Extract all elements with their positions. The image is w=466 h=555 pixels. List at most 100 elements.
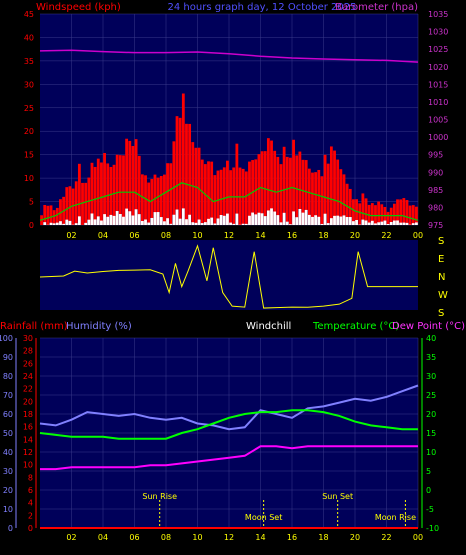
wind-low-bar	[144, 219, 147, 225]
wind-gust-bar	[386, 211, 390, 225]
wind-low-bar	[84, 222, 88, 225]
wind-gust-bar	[178, 117, 182, 225]
wind-gust-bar	[273, 150, 277, 225]
humidity-line	[39, 384, 419, 431]
barometer-axis-label: Barometer (hpa)	[335, 2, 418, 13]
wind-gust-bar	[106, 163, 110, 225]
temperature-x-tick-label: 16	[287, 533, 297, 542]
rainfall-tick-label: 24	[23, 372, 33, 381]
wind-gust-bar	[150, 178, 154, 225]
wind-low-bar	[103, 214, 106, 225]
wind-x-tick-label: 00	[413, 231, 423, 240]
wind-low-bar	[279, 222, 283, 225]
wind-gust-bar	[301, 159, 305, 225]
wind-low-bar	[235, 213, 239, 225]
wind-low-bar	[320, 223, 324, 225]
wind-low-bar	[317, 216, 321, 225]
wind-low-bar	[153, 212, 157, 225]
barometer-tick-label: 1020	[428, 63, 448, 72]
wind-gust-bar	[295, 155, 299, 225]
wind-low-bar	[260, 213, 264, 225]
wind-low-bar	[77, 216, 81, 225]
wind-low-bar	[90, 213, 94, 225]
wind-low-bar	[216, 218, 220, 225]
humidity-tick-label: 40	[3, 448, 13, 457]
direction-label: S	[438, 308, 444, 319]
wind-gust-bar	[156, 177, 160, 225]
temperature-x-tick-label: 20	[350, 533, 360, 542]
wind-low-bar	[52, 223, 56, 225]
wind-low-bar	[352, 221, 355, 225]
wind-low-bar	[307, 214, 311, 225]
windspeed-tick-label: 35	[24, 57, 34, 66]
barometer-tick-label: 980	[428, 203, 443, 212]
temperature-tick-label: 10	[426, 448, 436, 457]
wind-gust-bar	[226, 160, 229, 225]
wind-gust-bar	[93, 166, 97, 225]
wind-low-bar	[241, 223, 245, 225]
wind-grid	[40, 13, 419, 226]
wind-gust-bar	[96, 158, 100, 225]
chart-title: 24 hours graph day, 12 October 2025	[168, 2, 357, 13]
wind-gust-bar	[172, 141, 176, 225]
wind-low-bar	[96, 216, 100, 225]
wind-low-bar	[415, 222, 418, 225]
humidity-tick-label: 60	[3, 410, 13, 419]
barometer-tick-label: 985	[428, 186, 443, 195]
wind-low-bar	[244, 223, 248, 225]
wind-gust-bar	[115, 154, 119, 225]
wind-low-bar	[213, 223, 217, 225]
wind-gust-bar	[266, 138, 270, 225]
wind-low-bar	[49, 222, 53, 225]
wind-low-bar	[181, 208, 185, 225]
rainfall-tick-label: 8	[28, 473, 33, 482]
wind-low-bar	[128, 211, 132, 225]
wind-gust-bar	[52, 210, 56, 225]
wind-average-line	[39, 182, 419, 221]
wind-gust-bar	[207, 161, 210, 225]
temperature-tick-label: 30	[426, 372, 436, 381]
rainfall-tick-label: 30	[23, 334, 33, 343]
wind-gust-bar	[144, 175, 147, 225]
wind-low-bar	[345, 216, 349, 225]
wind-x-tick-label: 12	[224, 231, 234, 240]
wind-gust-bar	[100, 162, 103, 225]
wind-gust-bar	[197, 147, 201, 225]
wind-x-tick-label: 16	[287, 231, 297, 240]
humidity-tick-label: 0	[8, 524, 13, 533]
wind-low-bar	[87, 219, 91, 225]
wind-gust-bar	[232, 167, 236, 225]
temperature-x-ticks: 02 04 06 08 10 12 14 16 18 20 22 00	[66, 533, 423, 542]
wind-low-bar	[185, 219, 188, 225]
wind-low-bar	[203, 222, 207, 225]
barometer-tick-label: 1015	[428, 80, 448, 89]
wind-gust-bar	[311, 172, 314, 225]
wind-low-bar	[285, 221, 289, 225]
wind-low-bar	[411, 223, 415, 225]
wind-gust-bar	[169, 163, 173, 225]
wind-low-bar	[229, 222, 232, 225]
temperature-tick-label: 5	[426, 467, 431, 476]
wind-low-bar	[336, 215, 340, 225]
barometer-tick-label: 995	[428, 151, 443, 160]
wind-gust-bar	[279, 164, 283, 225]
temperature-x-tick-label: 04	[98, 533, 108, 542]
wind-gust-bar	[109, 166, 113, 225]
wind-gust-bar	[282, 146, 286, 225]
wind-low-bar	[188, 214, 192, 225]
wind-gust-bar	[380, 204, 384, 225]
windspeed-ticks: 0 5 10 15 20 25 30 35 40 45	[24, 10, 34, 230]
rainfall-tick-label: 22	[23, 385, 33, 394]
wind-low-bar	[115, 211, 119, 225]
wind-low-bar	[147, 222, 151, 225]
wind-gust-bar	[415, 206, 418, 225]
temperature-x-tick-label: 14	[255, 533, 265, 542]
barometer-tick-label: 1010	[428, 98, 448, 107]
wind-gust-bar	[59, 199, 62, 225]
wind-low-bar	[172, 214, 176, 225]
wind-gust-bar	[210, 161, 214, 225]
wind-gust-bar	[396, 199, 399, 225]
wind-gust-bar	[46, 205, 50, 225]
